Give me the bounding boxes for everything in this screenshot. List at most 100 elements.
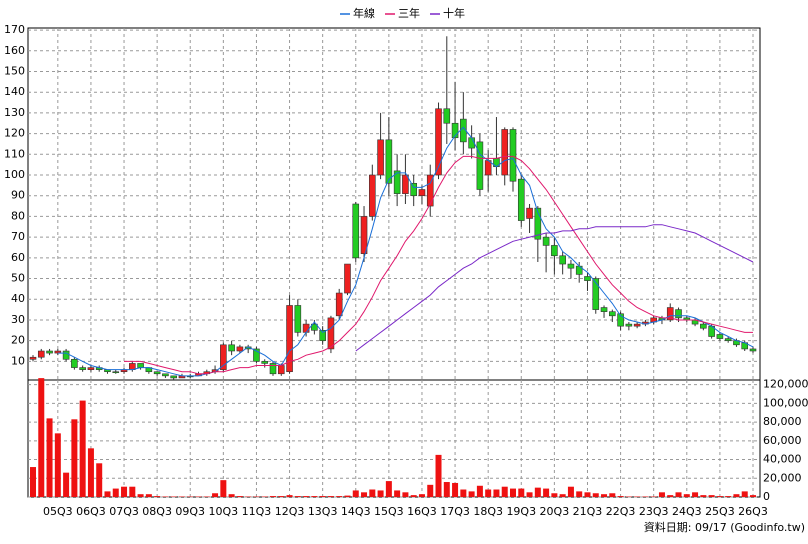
candle-body [295, 305, 301, 332]
candle-body [328, 318, 334, 349]
volume-bar [47, 418, 53, 497]
volume-bar [709, 495, 715, 497]
x-tick-label: 24Q3 [672, 505, 702, 518]
volume-bar [129, 487, 135, 497]
volume-bar [493, 490, 499, 497]
y-tick-label: 60 [11, 251, 25, 264]
candle-body [601, 308, 607, 312]
y-tick-label: 120 [4, 127, 25, 140]
volume-bar [411, 495, 417, 497]
candle-body [171, 376, 177, 378]
x-tick-label: 22Q3 [606, 505, 636, 518]
y-tick-label: 130 [4, 106, 25, 119]
volume-bar [113, 489, 119, 497]
volume-bar [328, 496, 334, 497]
x-tick-label: 13Q3 [308, 505, 338, 518]
y-tick-label: 150 [4, 64, 25, 77]
candle-body [80, 368, 86, 370]
candle-body [47, 351, 53, 353]
volume-bar [30, 467, 36, 497]
volume-panel [28, 380, 760, 497]
volume-bar [742, 491, 748, 497]
y-tick-label: 110 [4, 147, 25, 160]
volume-bar [667, 495, 673, 497]
y-tick-label: 100 [4, 168, 25, 181]
volume-bar [609, 493, 615, 497]
candle-body [510, 129, 516, 181]
x-tick-label: 14Q3 [341, 505, 371, 518]
candle-body [303, 324, 309, 332]
candle-body [609, 312, 615, 316]
y2-tick-label: 100,000 [763, 396, 808, 409]
y-tick-label: 90 [11, 189, 25, 202]
volume-bar [560, 494, 566, 497]
volume-bar [510, 489, 516, 497]
candle-body [386, 140, 392, 183]
volume-bar [88, 448, 94, 497]
volume-bar [518, 489, 524, 497]
volume-bar [278, 496, 284, 497]
candle-body [518, 179, 524, 220]
y-tick-label: 80 [11, 209, 25, 222]
candle-body [411, 183, 417, 195]
candle-body [584, 276, 590, 280]
footer: 資料日期: 09/17 (Goodinfo.tw) [644, 520, 805, 534]
y-tick-label: 170 [4, 23, 25, 36]
candle-body [369, 175, 375, 216]
y-tick-label: 10 [11, 354, 25, 367]
volume-bar [584, 492, 590, 497]
volume-bar [220, 480, 226, 497]
x-tick-label: 05Q3 [43, 505, 73, 518]
candle-body [270, 363, 276, 373]
volume-bar [502, 487, 508, 497]
legend: 年線三年十年 [340, 6, 465, 20]
x-tick-label: 15Q3 [374, 505, 404, 518]
volume-bar [601, 494, 607, 497]
candle-body [154, 372, 160, 374]
y2-tick-label: 60,000 [763, 434, 802, 447]
y2-tick-label: 120,000 [763, 378, 808, 391]
volume-bar [692, 492, 698, 497]
volume-bar [55, 433, 61, 497]
x-tick-label: 19Q3 [506, 505, 536, 518]
x-tick-label: 11Q3 [242, 505, 272, 518]
volume-bar [71, 419, 77, 497]
x-tick-label: 26Q3 [738, 505, 768, 518]
candle-body [750, 349, 756, 351]
volume-bar [287, 495, 293, 497]
y-tick-label: 160 [4, 44, 25, 57]
candle-body [63, 351, 69, 359]
volume-bar [700, 495, 706, 497]
candle-body [700, 324, 706, 328]
volume-bar [452, 483, 458, 497]
candle-body [162, 374, 168, 376]
volume-bar [618, 496, 624, 497]
candle-body [378, 140, 384, 175]
candle-body [138, 363, 144, 367]
candle-body [527, 208, 533, 218]
volume-bar [138, 494, 144, 497]
volume-bar [237, 496, 243, 497]
y-tick-label: 140 [4, 85, 25, 98]
volume-bar [320, 496, 326, 497]
volume-bar [469, 491, 475, 497]
candle-body [634, 324, 640, 326]
volume-bar [750, 495, 756, 497]
volume-bar [378, 490, 384, 497]
candle-body [676, 310, 682, 318]
volume-bar [460, 490, 466, 497]
volume-bar [419, 494, 425, 497]
volume-bar [659, 492, 665, 497]
candle-body [402, 175, 408, 194]
candle-body [543, 237, 549, 245]
y2-tick-label: 80,000 [763, 415, 802, 428]
volume-bar [543, 489, 549, 497]
x-tick-label: 23Q3 [639, 505, 669, 518]
y2-tick-label: 20,000 [763, 471, 802, 484]
candle-body [237, 347, 243, 351]
price-panel [28, 28, 760, 380]
candle-body [361, 216, 367, 253]
candle-body [336, 293, 342, 316]
